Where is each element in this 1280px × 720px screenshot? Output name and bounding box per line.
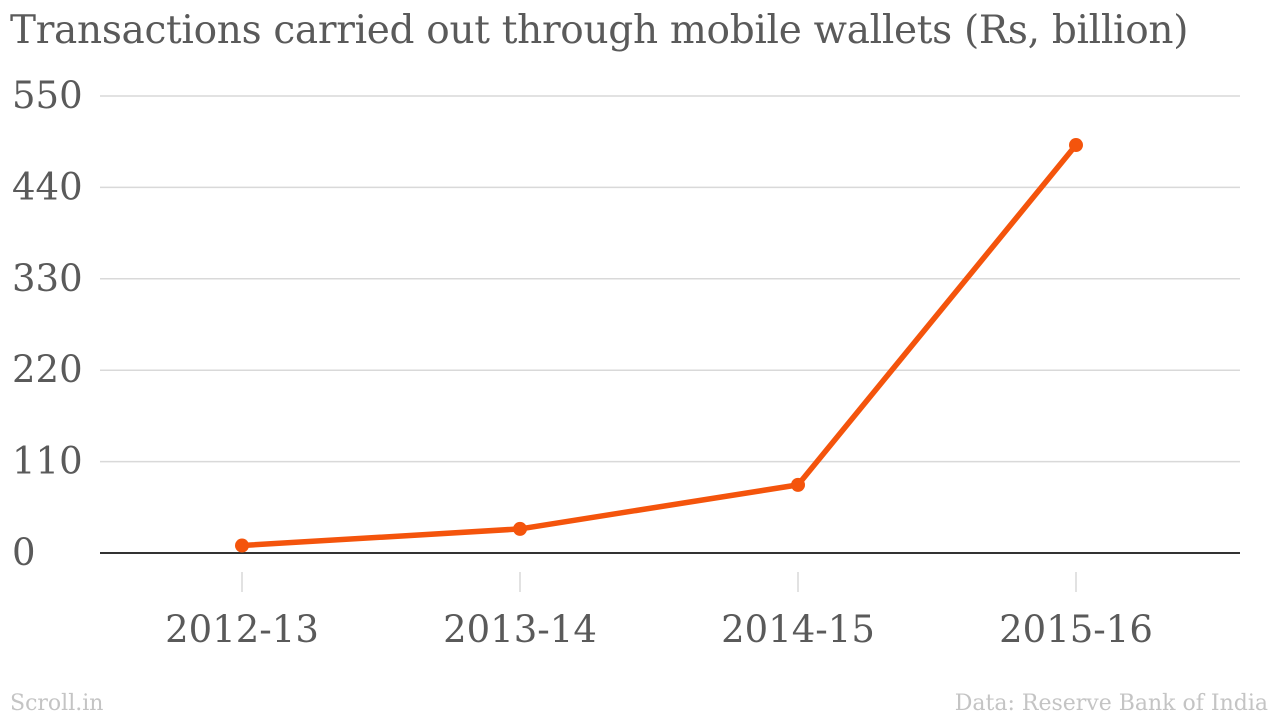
- y-tick-label: 550: [12, 74, 83, 117]
- y-tick-label: 110: [12, 440, 83, 483]
- gridlines: [100, 95, 1240, 592]
- chart-title: Transactions carried out through mobile …: [10, 8, 1189, 53]
- data-series: [235, 138, 1083, 553]
- data-point: [513, 521, 527, 536]
- y-tick-label: 440: [12, 165, 83, 208]
- y-tick-label: 0: [12, 531, 36, 574]
- y-tick-label: 220: [12, 348, 83, 391]
- data-point: [791, 477, 805, 492]
- data-point: [1069, 138, 1083, 153]
- data-point: [235, 538, 249, 553]
- y-tick-label: 330: [12, 257, 83, 300]
- source-credit: Data: Reserve Bank of India: [954, 691, 1268, 716]
- x-tick-label: 2014-15: [721, 608, 875, 651]
- y-axis-ticks: 0 110 220 330 440 550: [12, 74, 83, 574]
- brand-credit: Scroll.in: [10, 691, 104, 716]
- x-tick-label: 2015-16: [999, 608, 1153, 651]
- x-tick-label: 2013-14: [443, 608, 597, 651]
- x-axis-ticks: 2012-13 2013-14 2014-15 2015-16: [165, 608, 1153, 651]
- x-tick-label: 2012-13: [165, 608, 319, 651]
- series-line: [239, 142, 1079, 549]
